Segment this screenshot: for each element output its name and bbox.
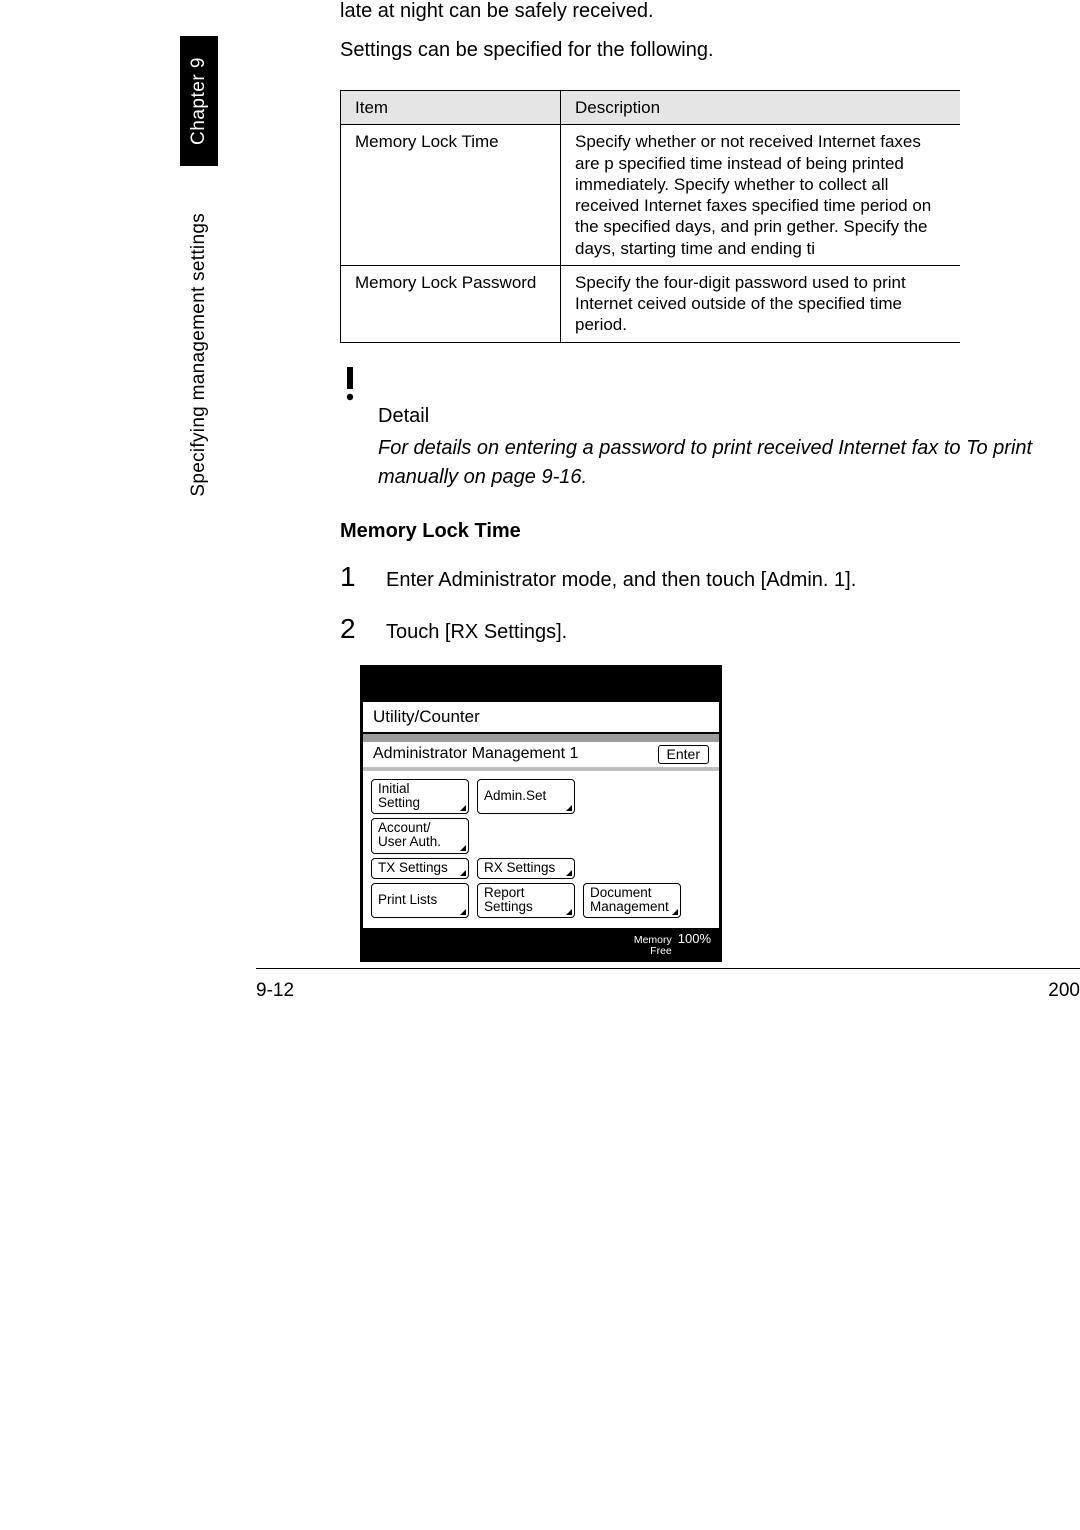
button-label: Document Management <box>590 886 669 914</box>
corner-icon <box>460 845 466 851</box>
table-header-desc: Description <box>561 91 961 125</box>
corner-icon <box>566 805 572 811</box>
table-cell-item: Memory Lock Time <box>341 125 561 266</box>
table-header-item: Item <box>341 91 561 125</box>
button-label: Report Settings <box>484 886 533 914</box>
lcd-subtitle-row: Administrator Management 1 Enter <box>363 742 719 767</box>
tx-settings-button[interactable]: TX Settings <box>371 858 469 879</box>
lcd-panel: Utility/Counter Administrator Management… <box>360 665 722 963</box>
page: Chapter 9 Specifying management settings… <box>0 0 1080 1530</box>
memory-free-label: Memory Free <box>634 935 672 956</box>
intro-line-1: late at night can be safely received. <box>340 0 1080 23</box>
footer-right: 200 <box>1048 980 1080 1002</box>
lcd-status-bar: Memory Free 100% <box>363 928 719 959</box>
section-tab: Specifying management settings <box>180 185 218 525</box>
print-lists-button[interactable]: Print Lists <box>371 883 469 918</box>
exclamation-icon <box>340 367 360 401</box>
lcd-button-area: Initial Setting Admin.Set Account/ User … <box>363 771 719 928</box>
step-text: Enter Administrator mode, and then touch… <box>386 569 856 592</box>
account-user-auth-button[interactable]: Account/ User Auth. <box>371 818 469 853</box>
table-cell-item: Memory Lock Password <box>341 265 561 342</box>
corner-icon <box>672 909 678 915</box>
lcd-top-bar <box>363 668 719 702</box>
corner-icon <box>566 909 572 915</box>
lcd-title: Utility/Counter <box>363 702 719 734</box>
step-text: Touch [RX Settings]. <box>386 621 567 644</box>
button-label: TX Settings <box>378 861 448 875</box>
enter-button[interactable]: Enter <box>658 745 709 764</box>
lcd-gray-bar <box>363 734 719 742</box>
button-label: Admin.Set <box>484 789 546 803</box>
corner-icon <box>460 909 466 915</box>
corner-icon <box>460 870 466 876</box>
section-heading: Memory Lock Time <box>340 520 1080 543</box>
lcd-subtitle: Administrator Management 1 <box>373 745 578 763</box>
section-label: Specifying management settings <box>188 213 210 497</box>
document-management-button[interactable]: Document Management <box>583 883 681 918</box>
detail-body: For details on entering a password to pr… <box>378 434 1080 492</box>
intro-line-2: Settings can be specified for the follow… <box>340 39 1080 62</box>
detail-block: Detail For details on entering a passwor… <box>378 405 1080 492</box>
step: 1 Enter Administrator mode, and then tou… <box>340 561 1080 593</box>
button-label: Initial Setting <box>378 782 420 810</box>
report-settings-button[interactable]: Report Settings <box>477 883 575 918</box>
step: 2 Touch [RX Settings]. <box>340 613 1080 645</box>
memory-free-value: 100% <box>678 931 711 946</box>
rx-settings-button[interactable]: RX Settings <box>477 858 575 879</box>
table-cell-desc: Specify whether or not received Internet… <box>561 125 961 266</box>
chapter-tab: Chapter 9 <box>180 36 218 166</box>
table-row: Memory Lock Time Specify whether or not … <box>341 125 961 266</box>
detail-note <box>340 367 1080 401</box>
content: late at night can be safely received. Se… <box>340 0 1080 962</box>
initial-setting-button[interactable]: Initial Setting <box>371 779 469 814</box>
table-cell-desc: Specify the four-digit password used to … <box>561 265 961 342</box>
corner-icon <box>460 805 466 811</box>
footer-rule <box>256 968 1080 969</box>
page-number: 9-12 <box>256 980 294 1002</box>
step-number: 1 <box>340 561 386 593</box>
button-label: Account/ User Auth. <box>378 821 441 849</box>
table-row: Memory Lock Password Specify the four-di… <box>341 265 961 342</box>
corner-icon <box>566 870 572 876</box>
detail-title: Detail <box>378 405 1080 428</box>
step-number: 2 <box>340 613 386 645</box>
chapter-label: Chapter 9 <box>188 57 210 145</box>
button-label: Print Lists <box>378 893 437 907</box>
settings-table: Item Description Memory Lock Time Specif… <box>340 90 960 343</box>
button-label: RX Settings <box>484 861 555 875</box>
admin-set-button[interactable]: Admin.Set <box>477 779 575 814</box>
